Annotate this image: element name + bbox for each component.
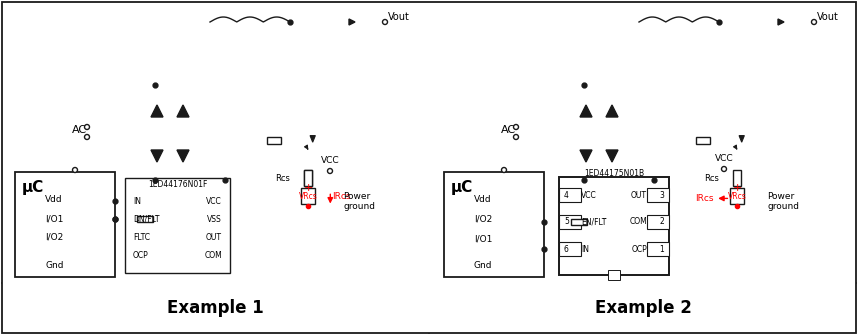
Text: AC: AC — [72, 125, 88, 135]
Circle shape — [501, 168, 506, 173]
Bar — [730, 188, 744, 204]
Bar — [125, 178, 230, 273]
Circle shape — [84, 125, 89, 130]
Text: Power
ground: Power ground — [343, 192, 375, 211]
Polygon shape — [177, 150, 189, 162]
Text: Rcs: Rcs — [275, 174, 290, 183]
Text: Gnd: Gnd — [45, 261, 63, 269]
Polygon shape — [580, 150, 592, 162]
Polygon shape — [580, 105, 592, 117]
Bar — [305, 171, 312, 186]
Bar — [559, 242, 581, 256]
Circle shape — [84, 134, 89, 139]
Text: +: + — [304, 183, 313, 193]
Circle shape — [513, 134, 518, 139]
Text: IN: IN — [133, 197, 141, 205]
Text: VCC: VCC — [581, 191, 597, 200]
Text: 6: 6 — [564, 245, 569, 254]
Circle shape — [328, 169, 333, 174]
Circle shape — [722, 166, 727, 172]
Text: IRcs: IRcs — [332, 192, 351, 201]
Polygon shape — [606, 105, 618, 117]
Text: μC: μC — [450, 180, 473, 195]
Text: IN: IN — [581, 245, 589, 254]
Circle shape — [383, 19, 388, 24]
Circle shape — [513, 125, 518, 130]
Text: VCC: VCC — [715, 153, 734, 162]
Text: COM: COM — [629, 217, 647, 226]
Text: EN/FLT̄: EN/FLT̄ — [581, 217, 607, 226]
Bar — [305, 171, 312, 186]
Polygon shape — [606, 150, 618, 162]
Text: 4: 4 — [564, 191, 569, 200]
Bar — [647, 188, 669, 202]
Text: 2: 2 — [659, 217, 664, 226]
Polygon shape — [177, 105, 189, 117]
Bar — [559, 177, 669, 275]
Text: OCP: OCP — [631, 245, 647, 254]
Text: VSS: VSS — [208, 214, 222, 223]
Polygon shape — [310, 136, 316, 142]
Text: Vout: Vout — [388, 12, 410, 22]
Text: Rcs: Rcs — [704, 174, 719, 183]
Bar — [608, 270, 620, 280]
Polygon shape — [739, 136, 745, 142]
Bar — [15, 172, 115, 277]
Text: FLTC: FLTC — [133, 232, 150, 242]
Text: Example 2: Example 2 — [595, 299, 692, 317]
Text: 1ED44175N01B: 1ED44175N01B — [584, 169, 644, 178]
Text: OUT: OUT — [631, 191, 647, 200]
Bar — [137, 216, 153, 222]
Text: I/O1: I/O1 — [45, 214, 63, 223]
Polygon shape — [151, 150, 163, 162]
Polygon shape — [151, 105, 163, 117]
Bar — [267, 136, 281, 143]
Text: VRcs: VRcs — [728, 192, 746, 201]
Bar — [696, 136, 710, 143]
Circle shape — [812, 19, 817, 24]
Text: I/O2: I/O2 — [45, 232, 63, 242]
Bar — [301, 188, 315, 204]
Text: 3: 3 — [659, 191, 664, 200]
Text: COM: COM — [204, 251, 222, 260]
Text: Example 1: Example 1 — [166, 299, 263, 317]
Bar — [647, 215, 669, 229]
Text: VCC: VCC — [321, 155, 339, 164]
Text: 1: 1 — [659, 245, 664, 254]
Bar — [734, 171, 741, 186]
Text: 1ED44176N01F: 1ED44176N01F — [148, 180, 207, 189]
Text: DN/FLT̄: DN/FLT̄ — [133, 214, 160, 223]
Text: Vdd: Vdd — [474, 195, 492, 203]
Polygon shape — [349, 19, 355, 25]
Text: μC: μC — [21, 180, 44, 195]
Bar — [647, 242, 669, 256]
Text: VRcs: VRcs — [299, 192, 317, 201]
Text: VCC: VCC — [206, 197, 222, 205]
Text: Vdd: Vdd — [45, 195, 63, 203]
Text: 5: 5 — [564, 217, 569, 226]
Text: Gnd: Gnd — [474, 261, 492, 269]
Polygon shape — [778, 19, 784, 25]
Bar — [444, 172, 544, 277]
Text: Vout: Vout — [817, 12, 839, 22]
Text: AC: AC — [501, 125, 517, 135]
Text: OUT: OUT — [206, 232, 222, 242]
Circle shape — [72, 168, 77, 173]
Text: I/O1: I/O1 — [474, 234, 492, 244]
Bar — [559, 215, 581, 229]
Bar — [559, 188, 581, 202]
Text: Power
ground: Power ground — [767, 192, 800, 211]
Text: +: + — [733, 183, 742, 193]
Text: OCP: OCP — [133, 251, 148, 260]
Text: I/O2: I/O2 — [474, 214, 492, 223]
Text: IRcs: IRcs — [695, 194, 713, 203]
Bar — [571, 219, 587, 225]
